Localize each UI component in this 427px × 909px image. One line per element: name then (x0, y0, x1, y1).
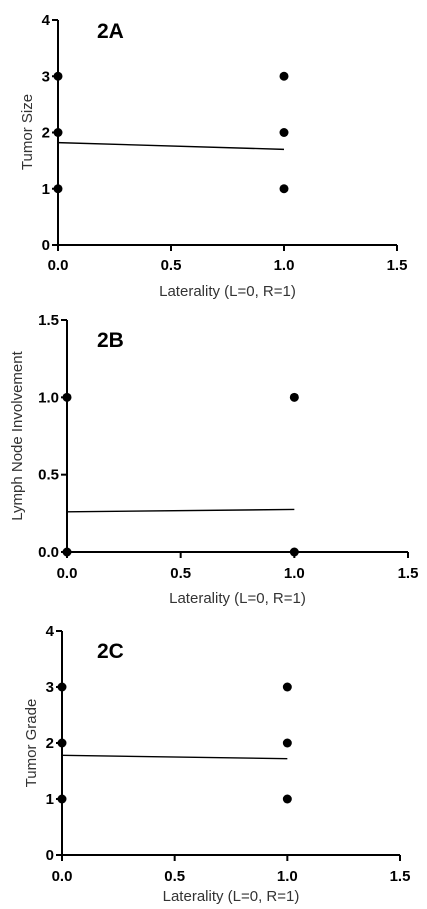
y-tick-label: 3 (46, 679, 54, 696)
x-axis-title: Laterality (L=0, R=1) (169, 590, 306, 607)
data-point (57, 682, 67, 692)
x-axis-title: Laterality (L=0, R=1) (163, 888, 300, 905)
y-tick-label: 1 (42, 181, 50, 198)
data-point (289, 547, 299, 557)
x-tick-label: 0.5 (164, 868, 185, 885)
y-axis-title: Lymph Node Involvement (9, 350, 26, 520)
x-tick-label: 1.0 (284, 565, 305, 582)
y-axis-title: Tumor Grade (23, 699, 40, 788)
x-tick-label: 1.5 (398, 565, 419, 582)
panel-title: 2A (97, 20, 124, 43)
y-tick-label: 0 (42, 237, 50, 254)
data-point (57, 738, 67, 748)
data-point (279, 128, 289, 137)
data-point (289, 392, 299, 402)
regression-line (61, 754, 288, 760)
y-tick-label: 2 (46, 735, 54, 752)
y-tick-label: 0 (46, 847, 54, 864)
data-point (62, 547, 72, 557)
regression-line (57, 141, 285, 151)
data-point (53, 184, 63, 194)
x-tick-label: 0.5 (161, 257, 182, 274)
x-tick-label: 1.5 (387, 257, 408, 274)
x-tick-label: 1.0 (277, 868, 298, 885)
data-point (53, 71, 63, 81)
x-tick-label: 0.5 (170, 565, 191, 582)
y-tick-label: 1.0 (38, 389, 59, 406)
x-axis-title: Laterality (L=0, R=1) (159, 283, 296, 300)
y-tick-label: 3 (42, 68, 50, 85)
data-point (282, 682, 292, 692)
data-point (279, 71, 289, 81)
panel-title: 2B (97, 329, 124, 352)
data-point (282, 794, 292, 804)
data-point (282, 738, 292, 748)
data-point (279, 184, 289, 194)
y-tick-label: 0.5 (38, 467, 59, 484)
panel-title: 2C (97, 640, 124, 663)
x-tick-label: 1.0 (274, 257, 295, 274)
x-tick-label: 0.0 (48, 257, 69, 274)
x-tick-label: 0.0 (57, 565, 78, 582)
y-tick-label: 2 (42, 125, 50, 142)
data-point (62, 392, 72, 402)
data-point (53, 128, 63, 137)
x-tick-label: 1.5 (390, 868, 411, 885)
y-tick-label: 1 (46, 791, 54, 808)
y-axis-title: Tumor Size (19, 94, 36, 170)
y-tick-label: 4 (46, 623, 55, 640)
data-point (57, 794, 67, 804)
y-tick-label: 1.5 (38, 312, 59, 329)
x-tick-label: 0.0 (52, 868, 73, 885)
regression-line (66, 508, 295, 513)
y-tick-label: 0.0 (38, 544, 59, 561)
y-tick-label: 4 (42, 12, 51, 29)
